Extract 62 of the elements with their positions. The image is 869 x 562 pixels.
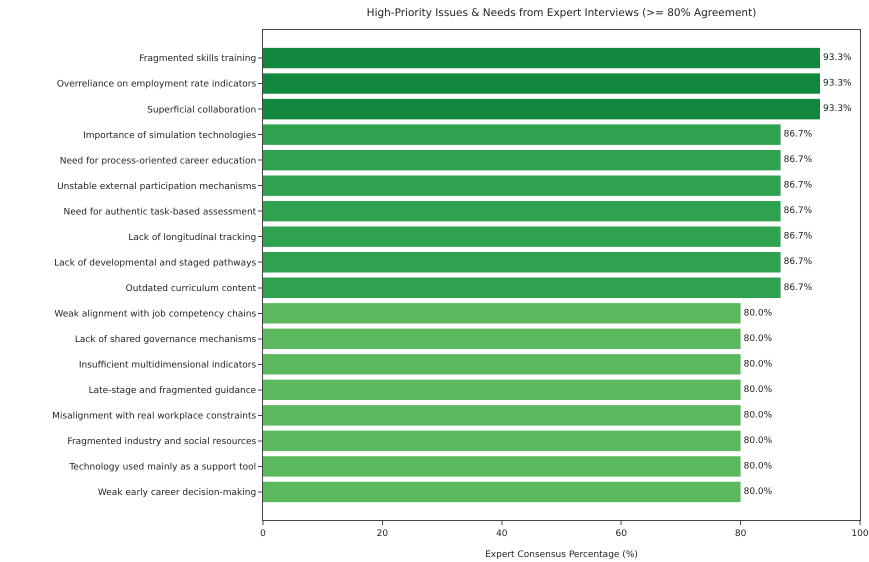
y-tick-label: Technology used mainly as a support tool <box>68 462 256 473</box>
data-label: 86.7% <box>784 257 813 268</box>
bar <box>263 278 781 298</box>
data-label: 80.0% <box>744 308 773 318</box>
bar <box>263 328 741 350</box>
y-tick-label: Superficial collaboration <box>147 105 256 116</box>
y-tick-label: Lack of shared governance mechanisms <box>74 334 257 345</box>
bar <box>263 124 781 145</box>
x-tick-label: 80 <box>734 528 747 539</box>
bar <box>263 252 781 272</box>
bar <box>263 405 741 426</box>
x-tick-label: 40 <box>496 528 508 539</box>
y-tick-label: Lack of developmental and staged pathways <box>54 258 256 268</box>
bar <box>263 303 741 324</box>
bar <box>263 456 741 477</box>
data-label: 80.0% <box>744 384 773 395</box>
x-axis-title: Expert Consensus Percentage (%) <box>485 550 638 560</box>
chart-title: High-Priority Issues & Needs from Expert Interviews (>= 80% Agreement) <box>366 6 756 19</box>
y-tick-label: Insufficient multidimensional indicators <box>78 360 257 370</box>
data-label: 80.0% <box>744 436 773 446</box>
data-label: 86.7% <box>784 282 813 293</box>
data-label: 80.0% <box>744 410 773 420</box>
data-label: 80.0% <box>744 334 773 344</box>
y-tick-label: Lack of longitudinal tracking <box>128 232 256 243</box>
data-label: 86.7% <box>784 232 813 242</box>
bar <box>263 175 781 196</box>
y-tick-label: Fragmented skills training <box>139 54 256 64</box>
y-tick-label: Fragmented industry and social resources <box>67 437 256 448</box>
data-label: 80.0% <box>744 359 773 370</box>
x-tick-label: 60 <box>615 528 628 539</box>
x-tick-label: 20 <box>376 528 388 539</box>
data-label: 86.7% <box>784 130 813 140</box>
y-tick-label: Late-stage and fragmented guidance <box>88 386 257 396</box>
bar <box>263 200 781 222</box>
y-tick-label: Outdated curriculum content <box>126 284 257 294</box>
data-label: 93.3% <box>823 53 852 64</box>
y-tick-label: Unstable external participation mechanisms <box>57 182 257 192</box>
y-tick-label: Weak early career decision-making <box>98 488 256 498</box>
bar <box>263 150 781 170</box>
data-label: 80.0% <box>744 461 773 472</box>
bar <box>263 48 820 68</box>
bar <box>263 73 820 94</box>
bar <box>263 430 741 452</box>
bar <box>263 380 741 400</box>
bar <box>263 354 741 375</box>
data-label: 86.7% <box>784 206 813 216</box>
data-label: 93.3% <box>823 78 852 89</box>
y-tick-label: Misalignment with real workplace constraints <box>52 412 257 422</box>
y-tick-label: Weak alignment with job competency chains <box>54 309 256 320</box>
x-tick-label: 0 <box>260 528 266 539</box>
y-tick-label: Need for authentic task-based assessment <box>63 207 257 218</box>
y-tick-label: Need for process-oriented career education <box>60 156 256 166</box>
x-tick-label: 100 <box>851 528 869 539</box>
data-label: 86.7% <box>784 155 813 166</box>
y-tick-label: Overreliance on employment rate indicators <box>56 80 256 90</box>
bar <box>263 226 781 247</box>
data-label: 93.3% <box>823 104 852 114</box>
data-label: 80.0% <box>744 486 773 497</box>
bar <box>263 98 820 120</box>
data-label: 86.7% <box>784 180 813 191</box>
bar <box>263 482 741 502</box>
y-tick-label: Importance of simulation technologies <box>83 130 257 141</box>
